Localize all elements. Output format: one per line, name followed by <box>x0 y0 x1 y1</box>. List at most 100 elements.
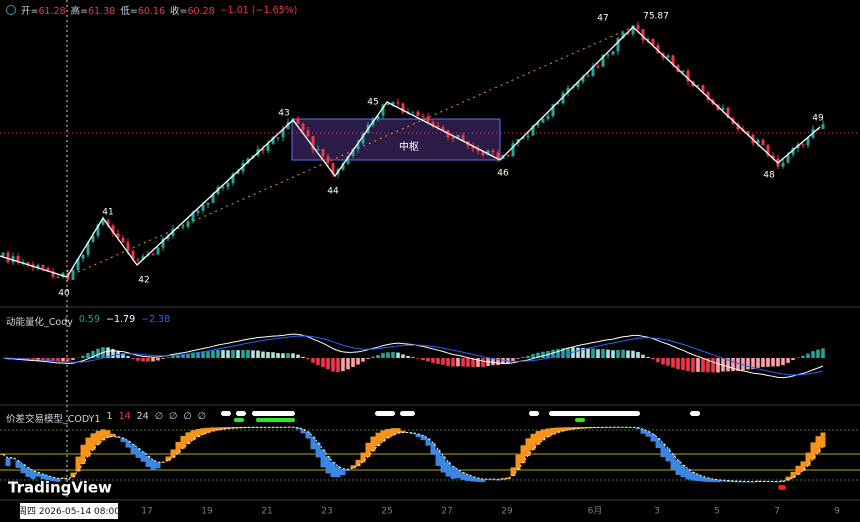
candle-body <box>221 186 225 188</box>
candle-body <box>136 259 140 261</box>
candle-body <box>341 163 345 170</box>
ohlc-value: 61.28 <box>38 6 66 17</box>
histogram-bar <box>441 358 445 365</box>
pivot-label: 48 <box>763 171 775 181</box>
histogram-bar <box>346 358 350 370</box>
signal-pill <box>529 411 539 416</box>
candle-body <box>201 204 205 211</box>
candle-body <box>166 235 170 239</box>
histogram-bar <box>411 357 415 358</box>
histogram-bar <box>261 351 265 358</box>
histogram-bar <box>636 352 640 358</box>
histogram-bar <box>571 347 575 358</box>
candle-body <box>436 125 440 127</box>
candle-body <box>186 221 190 227</box>
histogram-bar <box>341 358 345 372</box>
candle-body <box>41 264 45 268</box>
spread-band <box>125 440 131 448</box>
spread-band <box>115 436 121 439</box>
spread-band <box>820 432 826 448</box>
ohlc-label: 收= <box>170 6 188 17</box>
spread-band <box>740 481 746 483</box>
spread-band <box>560 427 566 432</box>
spread-band <box>45 475 51 481</box>
candle-body <box>556 103 560 105</box>
candle-body <box>296 118 300 124</box>
spread-band <box>685 468 691 480</box>
histogram-bar <box>561 348 565 358</box>
spread-band <box>785 476 791 481</box>
histogram-bar <box>631 350 635 358</box>
histogram-bar <box>141 358 145 362</box>
candle-body <box>156 247 160 255</box>
histogram-bar <box>191 352 195 358</box>
candle-body <box>486 150 490 156</box>
spread-band <box>310 436 316 450</box>
indicator-value: −1.79 <box>106 314 136 325</box>
spread-band <box>470 476 476 482</box>
spread-band <box>810 442 816 460</box>
histogram-bar <box>466 358 470 367</box>
high-label: 75.87 <box>643 12 669 22</box>
spread-band <box>330 461 336 478</box>
histogram-bar <box>496 358 500 366</box>
spread-band <box>85 437 91 457</box>
candle-body <box>521 136 525 139</box>
histogram-bar <box>246 350 250 358</box>
spread-band <box>590 427 596 429</box>
candle-body <box>766 145 770 156</box>
spread-band <box>480 479 486 483</box>
candle-body <box>671 55 675 66</box>
signal-pill <box>375 411 395 416</box>
momentum-legend: 动能量化_Cody 0.59 −1.79 −2.38 <box>6 314 170 328</box>
candle-body <box>116 233 120 239</box>
histogram-bar <box>566 347 570 358</box>
histogram-bar <box>241 350 245 358</box>
spread-band <box>570 427 576 430</box>
spread-band <box>705 477 711 482</box>
spread-band <box>380 430 386 442</box>
ohlc-value: 61.38 <box>88 6 116 17</box>
candle-body <box>271 137 275 144</box>
zigzag-line <box>0 26 821 278</box>
spread-band <box>490 478 496 480</box>
spread-band <box>295 427 301 430</box>
spread-band <box>70 472 76 478</box>
pivot-label: 49 <box>812 114 824 124</box>
candle-body <box>151 254 155 256</box>
spread-band <box>10 457 16 459</box>
spread-band <box>715 479 721 483</box>
spread-band <box>320 449 326 468</box>
histogram-bar <box>131 358 135 359</box>
spread-band <box>450 466 456 479</box>
signal-pill <box>549 411 640 416</box>
histogram-bar <box>366 358 370 359</box>
ohlc-label: 低= <box>120 6 138 17</box>
spread-band <box>360 452 366 463</box>
spread-band <box>265 427 271 428</box>
candle-body <box>546 116 550 119</box>
histogram-bar <box>766 358 770 367</box>
candle-body <box>86 241 90 255</box>
candle-body <box>591 66 595 76</box>
candle-body <box>306 130 310 137</box>
spread-band <box>520 445 526 464</box>
histogram-bar <box>731 358 735 372</box>
spread-legend: 价差交易模型_CODY1 1 14 24 ∅ ∅ ∅ ∅ <box>6 411 206 425</box>
candle-body <box>416 111 420 116</box>
spread-band <box>315 442 321 458</box>
histogram-bar <box>576 347 580 358</box>
histogram-bar <box>556 349 560 358</box>
spread-band <box>775 481 781 483</box>
candle-body <box>141 256 145 260</box>
candle-body <box>821 124 825 129</box>
trend-line <box>66 26 634 278</box>
histogram-bar <box>671 358 675 368</box>
histogram-bar <box>736 358 740 371</box>
ohlc-item: 开=61.28 <box>21 3 66 17</box>
spread-band <box>640 429 646 434</box>
spread-band <box>395 428 401 434</box>
pivot-label: 45 <box>367 98 378 108</box>
crosshair-label: 周四 2026-05-14 08:00 <box>18 506 120 517</box>
indicator-param: 24 <box>136 411 149 422</box>
